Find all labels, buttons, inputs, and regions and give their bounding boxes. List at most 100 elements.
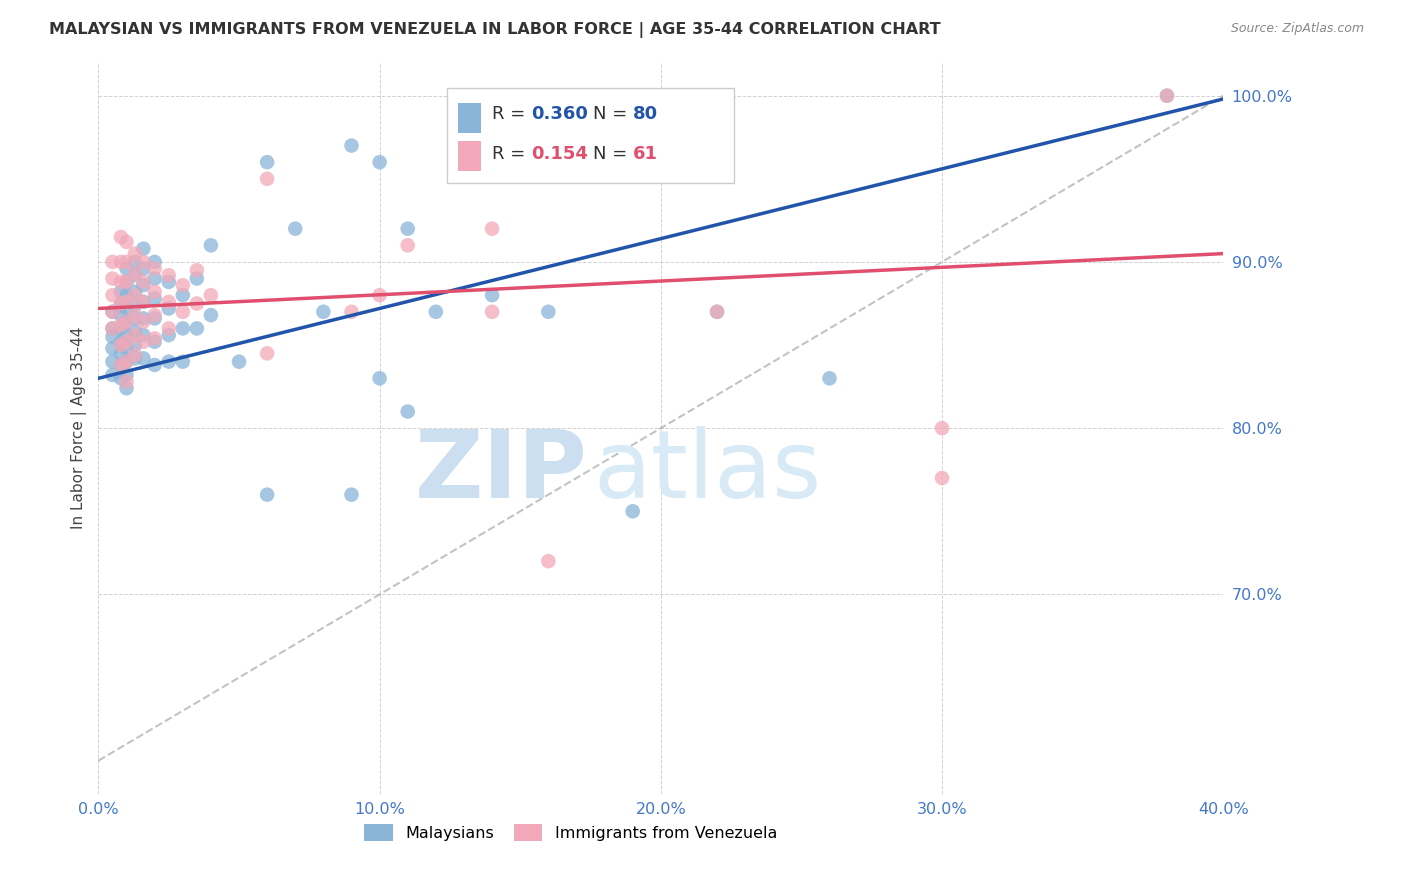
Point — [143, 261, 166, 276]
Point — [368, 155, 391, 169]
Point — [110, 358, 132, 372]
Point — [115, 288, 138, 302]
Point — [124, 246, 146, 260]
Text: atlas: atlas — [593, 426, 821, 518]
Point — [256, 346, 278, 360]
Point — [110, 334, 132, 349]
Point — [110, 230, 132, 244]
Point — [143, 255, 166, 269]
Point — [115, 315, 138, 329]
Point — [340, 488, 363, 502]
Point — [340, 138, 363, 153]
Point — [124, 325, 146, 339]
Text: R =: R = — [492, 105, 531, 123]
Text: N =: N = — [593, 105, 633, 123]
Point — [132, 278, 155, 293]
Point — [115, 301, 138, 316]
Point — [115, 255, 138, 269]
Point — [101, 342, 124, 356]
Point — [110, 285, 132, 299]
Point — [186, 296, 208, 310]
Point — [200, 308, 222, 322]
Point — [101, 321, 124, 335]
Point — [124, 255, 146, 269]
Point — [143, 292, 166, 306]
Point — [284, 221, 307, 235]
Point — [110, 346, 132, 360]
Point — [124, 308, 146, 322]
Point — [115, 235, 138, 249]
Point — [124, 328, 146, 343]
Point — [621, 504, 644, 518]
Point — [110, 296, 132, 310]
Point — [101, 368, 124, 382]
Point — [425, 305, 447, 319]
Point — [256, 155, 278, 169]
Point — [110, 298, 132, 312]
Point — [110, 358, 132, 372]
Point — [124, 338, 146, 352]
Point — [132, 261, 155, 276]
Point — [157, 354, 180, 368]
Point — [101, 354, 124, 368]
Text: 0.154: 0.154 — [531, 145, 588, 163]
Point — [143, 334, 166, 349]
Point — [706, 305, 728, 319]
Point — [110, 321, 132, 335]
Point — [396, 221, 419, 235]
Point — [101, 329, 124, 343]
Point — [132, 315, 155, 329]
Point — [124, 268, 146, 283]
Legend: Malaysians, Immigrants from Venezuela: Malaysians, Immigrants from Venezuela — [364, 824, 778, 841]
Point — [101, 271, 124, 285]
Point — [143, 308, 166, 322]
Y-axis label: In Labor Force | Age 35-44: In Labor Force | Age 35-44 — [72, 327, 87, 529]
Point — [368, 371, 391, 385]
Point — [115, 334, 138, 349]
Point — [143, 311, 166, 326]
Point — [200, 288, 222, 302]
Point — [931, 471, 953, 485]
Point — [124, 298, 146, 312]
Point — [312, 305, 335, 319]
Point — [157, 301, 180, 316]
Point — [124, 311, 146, 326]
Point — [537, 554, 560, 568]
Point — [132, 242, 155, 256]
Point — [186, 271, 208, 285]
Point — [115, 375, 138, 389]
Point — [115, 294, 138, 309]
Point — [172, 321, 194, 335]
Point — [200, 238, 222, 252]
Point — [124, 267, 146, 281]
Point — [115, 275, 138, 289]
Point — [110, 275, 132, 289]
Point — [340, 305, 363, 319]
Point — [481, 221, 503, 235]
Point — [132, 294, 155, 309]
FancyBboxPatch shape — [458, 141, 481, 171]
Point — [115, 261, 138, 276]
Point — [186, 321, 208, 335]
Point — [124, 285, 146, 299]
Point — [1156, 88, 1178, 103]
Point — [172, 288, 194, 302]
Point — [818, 371, 841, 385]
Point — [132, 328, 155, 343]
Point — [101, 288, 124, 302]
Point — [256, 171, 278, 186]
Point — [143, 285, 166, 299]
Point — [537, 305, 560, 319]
Text: 0.360: 0.360 — [531, 105, 588, 123]
Point — [157, 268, 180, 283]
Point — [124, 351, 146, 366]
Bar — [447, 88, 734, 183]
Point — [172, 305, 194, 319]
Point — [143, 271, 166, 285]
Point — [172, 354, 194, 368]
Point — [396, 404, 419, 418]
Point — [157, 294, 180, 309]
Point — [186, 263, 208, 277]
Point — [143, 358, 166, 372]
Point — [1156, 88, 1178, 103]
